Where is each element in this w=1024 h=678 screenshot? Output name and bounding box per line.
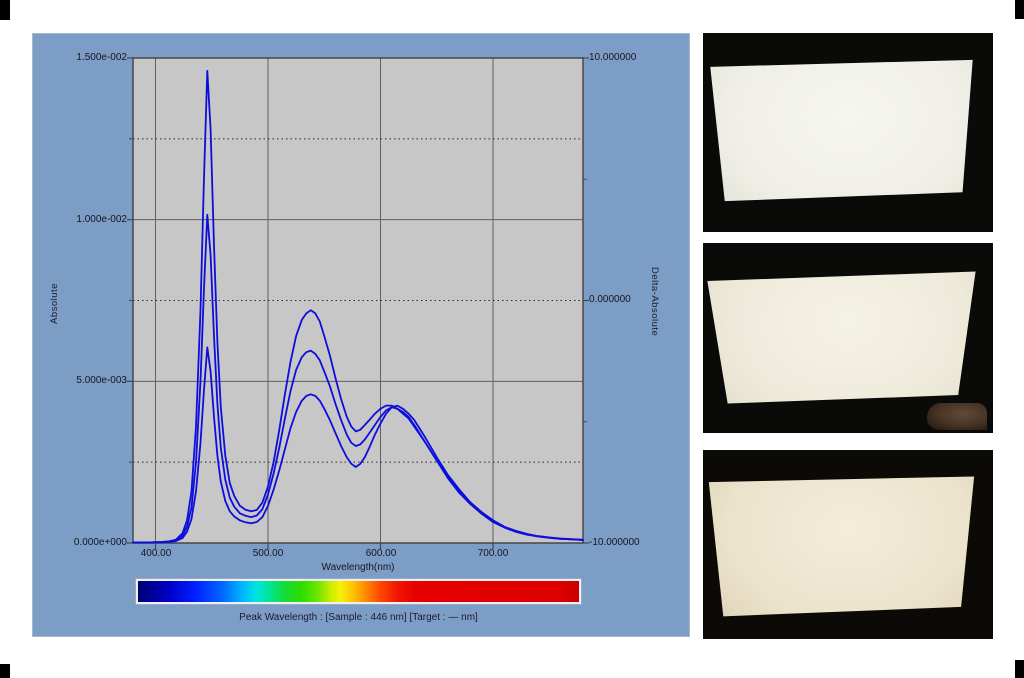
crop-mark-bottom-right: [1015, 660, 1024, 678]
led-panel-photo-cool-white: [703, 33, 993, 232]
led-panel-photo-warm-white: [703, 450, 993, 639]
illuminated-panel: [707, 271, 976, 404]
crop-mark-top-left: [0, 0, 10, 20]
y-left-tick-label: 0.000e+000: [73, 537, 127, 548]
led-panel-photo-neutral-white: [703, 243, 993, 433]
illuminated-panel: [710, 59, 973, 202]
crop-mark-bottom-left: [0, 664, 10, 678]
x-axis-title: Wavelength(nm): [321, 562, 395, 573]
x-tick-label: 400.00: [140, 548, 172, 559]
x-tick-label: 700.00: [477, 548, 509, 559]
peak-wavelength-caption: Peak Wavelength : [Sample : 446 nm] [Tar…: [239, 612, 478, 623]
y-right-tick-label: 0.000000: [589, 294, 631, 305]
y-left-tick-label: 5.000e-003: [76, 375, 127, 386]
illuminated-panel: [708, 476, 975, 617]
wavelength-colorbar: [136, 579, 581, 604]
y-axis-title-right: Delta-Absolute: [649, 267, 660, 337]
y-right-tick-label: -10.000000: [589, 537, 640, 548]
finger-shadow: [927, 403, 987, 430]
y-axis-title-left: Absolute: [49, 283, 60, 325]
crop-mark-top-right: [1015, 0, 1024, 19]
x-tick-label: 500.00: [252, 548, 284, 559]
y-right-tick-label: 10.000000: [589, 52, 637, 63]
spectrum-plot-canvas: [127, 57, 589, 549]
x-tick-label: 600.00: [365, 548, 397, 559]
spectrometer-chart-window: 1.500e-002 1.000e-002 5.000e-003 0.000e+…: [32, 33, 690, 637]
y-left-tick-label: 1.500e-002: [76, 52, 127, 63]
y-left-tick-label: 1.000e-002: [76, 214, 127, 225]
